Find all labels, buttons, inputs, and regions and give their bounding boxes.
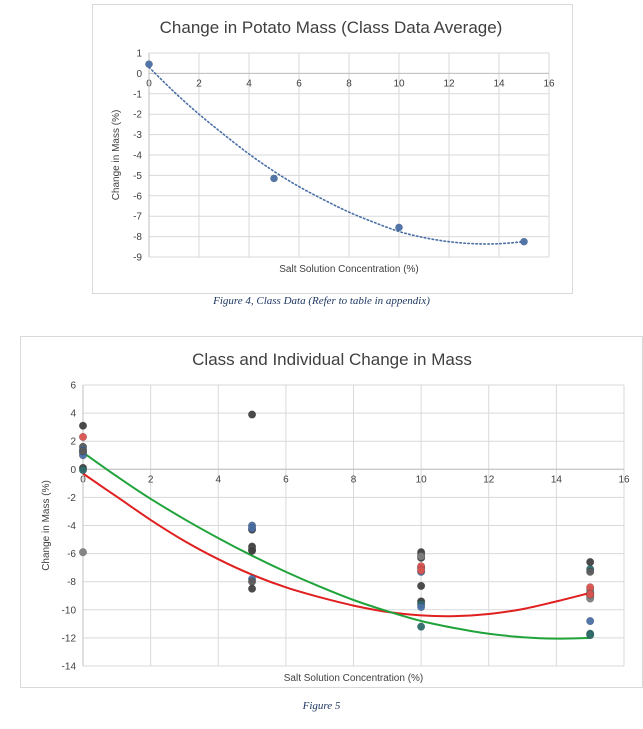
data-point xyxy=(78,432,88,442)
y-tick-label: -8 xyxy=(133,232,142,243)
y-axis-title: Change in Mass (%) xyxy=(41,480,52,571)
x-tick-label: 6 xyxy=(283,474,289,485)
y-tick-label: 0 xyxy=(70,465,76,476)
x-tick-label: 12 xyxy=(443,78,455,89)
y-axis-title: Change in Mass (%) xyxy=(111,110,122,201)
figure-5-caption: Figure 5 xyxy=(302,700,341,712)
data-point xyxy=(586,557,595,567)
data-point xyxy=(586,631,595,640)
y-tick-label: -4 xyxy=(67,521,76,532)
chart-title: Class and Individual Change in Mass xyxy=(192,350,472,369)
y-tick-label: -7 xyxy=(133,212,142,223)
x-tick-label: 4 xyxy=(215,474,221,485)
y-tick-label: -10 xyxy=(62,605,77,616)
data-point xyxy=(586,567,595,576)
data-point xyxy=(520,237,528,246)
y-tick-label: 0 xyxy=(136,69,142,80)
data-point xyxy=(78,446,88,456)
data-point xyxy=(417,581,426,590)
data-point xyxy=(248,584,257,593)
data-point xyxy=(417,552,426,561)
data-point xyxy=(395,223,403,232)
y-tick-label: -1 xyxy=(133,89,142,100)
y-tick-label: -4 xyxy=(133,151,142,162)
data-point xyxy=(78,465,88,475)
x-tick-label: 2 xyxy=(196,78,202,89)
x-tick-label: 8 xyxy=(351,474,357,485)
y-tick-label: -8 xyxy=(67,577,76,588)
trendline xyxy=(148,66,525,245)
chart-class-individual: Class and Individual Change in Mass 6 4 2 0 -… xyxy=(20,336,643,688)
chart-title: Change in Potato Mass (Class Data Averag… xyxy=(160,18,503,37)
data-point xyxy=(248,546,257,555)
data-point xyxy=(145,60,153,69)
x-axis-title: Salt Solution Concentration (%) xyxy=(279,264,419,275)
x-tick-label: 10 xyxy=(393,78,405,89)
data-point xyxy=(248,410,257,419)
chart-class-average-svg: Change in Potato Mass (Class Data Averag… xyxy=(111,18,555,275)
x-tick-label: 10 xyxy=(416,474,428,485)
chart-class-average: Change in Potato Mass (Class Data Averag… xyxy=(92,4,573,294)
y-tick-label: -12 xyxy=(62,633,77,644)
data-point xyxy=(417,622,426,631)
x-tick-label: 16 xyxy=(618,474,630,485)
x-tick-label: 6 xyxy=(296,78,302,89)
x-tick-label: 12 xyxy=(483,474,495,485)
y-tick-label: 4 xyxy=(70,409,76,420)
x-tick-label: 8 xyxy=(346,78,352,89)
data-point xyxy=(417,566,426,575)
chart-class-individual-svg: Class and Individual Change in Mass 6 4 2 0 -… xyxy=(41,350,630,684)
y-tick-label: -6 xyxy=(133,191,142,202)
data-point xyxy=(586,590,595,599)
data-point xyxy=(248,524,257,533)
data-point xyxy=(78,548,88,557)
y-tick-label: -6 xyxy=(67,549,76,560)
y-tick-label: -3 xyxy=(133,130,142,141)
x-tick-label: 4 xyxy=(246,78,252,89)
y-tick-label: -2 xyxy=(133,110,142,121)
data-point xyxy=(248,577,257,586)
x-tick-label: 2 xyxy=(148,474,154,485)
data-point xyxy=(78,421,88,430)
y-tick-label: -5 xyxy=(133,171,142,182)
x-tick-label: 14 xyxy=(551,474,563,485)
x-tick-label: 16 xyxy=(543,78,555,89)
y-tick-label: 1 xyxy=(136,49,142,60)
y-tick-label: 2 xyxy=(70,437,76,448)
x-tick-label: 14 xyxy=(493,78,505,89)
x-axis-title: Salt Solution Concentration (%) xyxy=(284,673,424,684)
figure-4-caption: Figure 4, Class Data (Refer to table in … xyxy=(213,295,430,307)
y-tick-label: -14 xyxy=(62,662,77,673)
data-point xyxy=(586,616,595,626)
trendline-class xyxy=(82,451,591,640)
y-tick-label: -2 xyxy=(67,493,76,504)
trendline-individual xyxy=(82,472,591,618)
data-point xyxy=(586,583,595,592)
y-tick-label: -9 xyxy=(133,253,142,264)
y-tick-label: 6 xyxy=(70,381,76,392)
data-point xyxy=(417,602,426,612)
data-point xyxy=(270,174,278,183)
